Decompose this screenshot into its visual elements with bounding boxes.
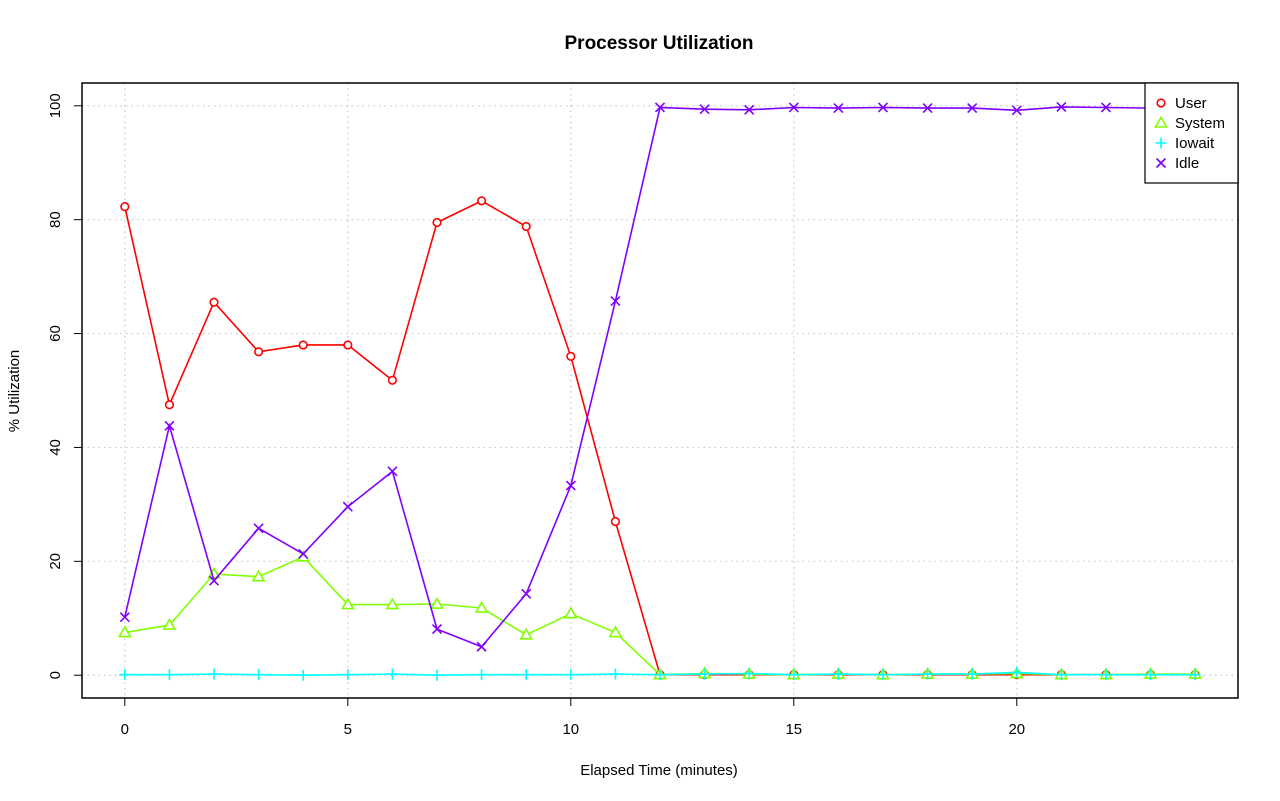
legend-label-user: User <box>1175 95 1207 112</box>
data-point-idle <box>967 102 978 114</box>
data-point-idle <box>699 104 710 115</box>
data-point-idle <box>476 641 487 652</box>
legend-label-system: System <box>1175 115 1225 132</box>
data-point-system <box>519 627 534 640</box>
plot-frame <box>81 82 1239 699</box>
data-point-user <box>566 351 576 361</box>
y-tick-label: 60 <box>47 325 64 342</box>
data-point-iowait <box>877 669 889 681</box>
data-point-idle <box>298 548 309 559</box>
data-point-iowait <box>1011 666 1023 678</box>
data-point-user <box>343 340 353 350</box>
data-point-iowait <box>609 668 621 680</box>
legend: User System Iowait Idle <box>1144 82 1239 184</box>
data-point-user <box>298 340 308 350</box>
x-tick-label: 20 <box>1008 721 1025 738</box>
x-tick-label: 10 <box>562 721 579 738</box>
series-group <box>117 101 1203 681</box>
legend-marker-system <box>1154 115 1168 128</box>
axes: 0 5 10 15 20 0 20 40 60 80 100 <box>47 93 1025 738</box>
data-point-idle <box>431 624 443 635</box>
data-point-system <box>162 618 177 630</box>
legend-label-idle: Idle <box>1175 155 1199 172</box>
data-point-idle <box>164 420 175 431</box>
data-point-idle <box>387 466 398 477</box>
x-tick-label: 0 <box>121 721 129 738</box>
x-axis-label: Elapsed Time (minutes) <box>580 762 738 779</box>
data-point-iowait <box>699 668 711 680</box>
data-point-user <box>432 217 442 228</box>
data-point-user <box>209 297 219 307</box>
data-point-iowait <box>253 669 265 681</box>
data-point-user <box>521 221 531 232</box>
data-point-idle <box>788 102 799 113</box>
data-point-system <box>563 606 578 619</box>
x-tick-label: 15 <box>785 721 802 738</box>
data-point-iowait <box>654 669 666 681</box>
data-point-iowait <box>1189 669 1201 681</box>
data-point-idle <box>1056 101 1067 112</box>
data-point-user <box>387 375 398 385</box>
data-point-iowait <box>163 669 175 681</box>
x-tick-label: 5 <box>344 721 352 738</box>
data-point-iowait <box>208 668 220 680</box>
data-point-iowait <box>1055 669 1067 681</box>
data-point-iowait <box>565 669 577 681</box>
y-axis-label: % Utilization <box>6 350 23 433</box>
data-point-idle <box>744 104 755 115</box>
data-point-iowait <box>386 668 398 680</box>
data-point-user <box>477 196 487 206</box>
data-point-idle <box>342 501 353 512</box>
legend-marker-iowait <box>1155 137 1167 149</box>
legend-marker-idle <box>1155 157 1167 169</box>
data-point-user <box>610 516 621 527</box>
data-point-iowait <box>966 668 978 680</box>
data-point-iowait <box>788 669 800 681</box>
y-tick-label: 0 <box>47 671 64 679</box>
data-point-idle <box>253 523 264 534</box>
y-tick-label: 100 <box>47 93 64 118</box>
data-point-system <box>117 625 132 638</box>
data-point-system <box>474 600 489 613</box>
data-point-iowait <box>431 669 443 681</box>
data-point-iowait <box>1100 669 1112 681</box>
data-point-idle <box>833 102 844 114</box>
data-point-user <box>164 400 175 410</box>
data-point-iowait <box>476 669 488 681</box>
data-point-system <box>385 597 400 610</box>
data-point-idle <box>565 480 576 491</box>
data-point-iowait <box>520 669 532 681</box>
data-point-system <box>340 597 355 610</box>
data-point-idle <box>208 575 220 586</box>
data-point-iowait <box>832 668 844 680</box>
y-tick-label: 20 <box>47 553 64 570</box>
data-point-iowait <box>922 668 934 680</box>
data-point-idle <box>610 296 621 307</box>
data-point-user <box>120 201 130 212</box>
data-point-idle <box>877 102 889 113</box>
data-point-iowait <box>1145 669 1157 681</box>
data-point-iowait <box>342 669 354 681</box>
data-point-iowait <box>297 669 309 681</box>
data-point-idle <box>521 588 532 599</box>
data-point-idle <box>1100 102 1112 113</box>
data-point-iowait <box>743 668 755 680</box>
data-point-system <box>430 596 444 609</box>
legend-box <box>1144 82 1239 184</box>
data-point-idle <box>922 102 933 114</box>
legend-label-iowait: Iowait <box>1175 135 1215 152</box>
y-tick-label: 80 <box>47 211 64 228</box>
data-point-iowait <box>119 669 131 681</box>
data-point-idle <box>1011 105 1022 116</box>
legend-marker-user <box>1156 98 1166 108</box>
data-point-idle <box>119 612 130 623</box>
y-tick-label: 40 <box>47 439 64 456</box>
data-point-idle <box>654 102 666 113</box>
data-point-system <box>251 569 266 582</box>
data-point-user <box>254 347 264 357</box>
data-point-system <box>608 625 623 638</box>
chart-title: Processor Utilization <box>565 33 754 54</box>
